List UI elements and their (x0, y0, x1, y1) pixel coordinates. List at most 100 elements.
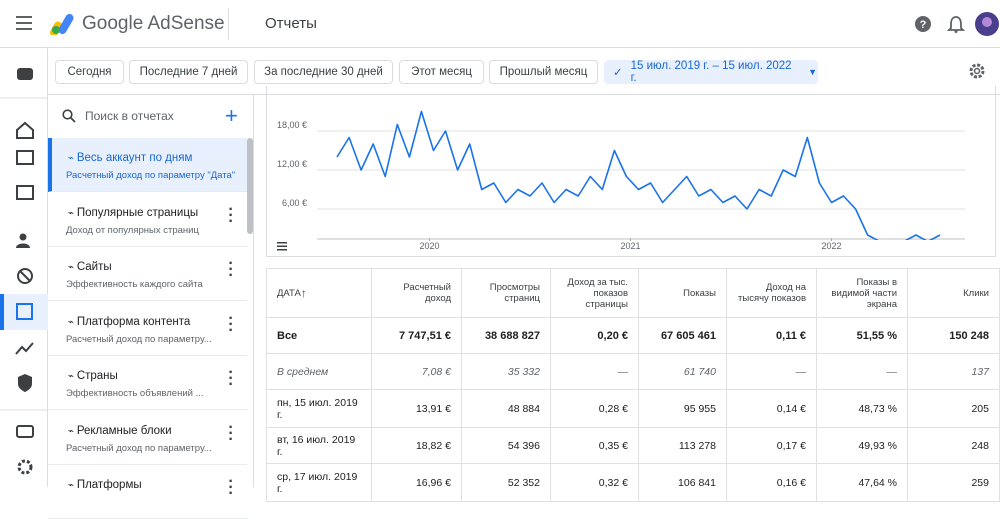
nav-icon[interactable] (15, 342, 34, 355)
date-filter[interactable]: За последние 30 дней (254, 60, 393, 84)
add-report[interactable]: + (225, 103, 238, 128)
report-title-text: Рекламные блоки (76, 424, 172, 437)
table-cell: 95 955 (639, 390, 727, 428)
column-header[interactable]: Доход на тысячу показов (727, 268, 817, 318)
nav-icon[interactable] (16, 150, 34, 165)
nav-rail (0, 48, 48, 487)
table-cell: 7 747,51 € (372, 318, 462, 354)
more-menu[interactable]: · · · (228, 418, 234, 448)
table-cell: Все (266, 318, 372, 354)
divider (228, 8, 229, 40)
report-icon: ⌁ (68, 153, 77, 164)
report-subtitle: Расчетный доход по параметру... (66, 442, 212, 454)
report-item[interactable]: ⌁ Платформы · · · (48, 465, 247, 519)
report-item[interactable]: ⌁ Рекламные блоки Расчетный доход по пара… (48, 411, 247, 465)
table-cell: 106 841 (639, 464, 727, 502)
table-cell: 0,28 € (551, 390, 639, 428)
nav-icon[interactable] (17, 268, 33, 284)
report-icon: ⌁ (68, 425, 77, 437)
page-title: Отчеты (265, 15, 317, 32)
report-item[interactable]: ⌁ Сайты Эффективность каждого сайта · · · (48, 247, 247, 301)
report-title-text: Сайты (76, 261, 112, 273)
column-header-text: Клики (963, 287, 989, 299)
table-cell: 51,55 % (817, 318, 908, 354)
column-header-text: Просмотры страниц (489, 282, 540, 304)
more-menu[interactable]: · · · (228, 473, 234, 502)
table-cell: 48 884 (462, 390, 551, 428)
chart-menu-icon[interactable] (277, 242, 287, 251)
report-item[interactable]: ⌁ Популярные страницы Доход от популярных… (48, 193, 247, 247)
divider (48, 94, 1000, 95)
table-cell: 49,93 % (817, 428, 908, 464)
column-header[interactable]: Клики (908, 268, 1000, 318)
date-filter[interactable]: Последние 7 дней (129, 60, 248, 84)
report-subtitle: Эффективность каждого сайта (66, 279, 203, 290)
date-filter[interactable]: Сегодня (55, 60, 124, 84)
table-cell: вт, 16 июл. 2019 г. (266, 428, 372, 464)
table-cell: 67 605 461 (639, 318, 727, 354)
column-header[interactable]: Показы в видимой части экрана (817, 268, 908, 318)
report-icon: ⌁ (68, 316, 77, 328)
settings-icon[interactable] (968, 62, 986, 80)
date-filter[interactable]: Этот месяц (399, 60, 484, 84)
column-header-text: Расчетный доход (403, 282, 451, 304)
report-title: ⌁ Сайты (68, 261, 112, 273)
y-tick-label: 12,00 € (277, 159, 307, 169)
more-menu[interactable]: · · · (228, 255, 234, 284)
report-title-text: Платформы (76, 479, 142, 491)
report-item[interactable]: ⌁ Платформа контента Расчетный доход по п… (48, 302, 247, 356)
chart-card (266, 86, 996, 257)
date-range: 15 июл. 2019 г. – 15 июл. 2022 г. (630, 60, 792, 84)
date-filter[interactable]: Прошлый месяц (489, 60, 598, 84)
report-title: ⌁ Страны (68, 370, 118, 382)
report-icon: ⌁ (68, 371, 77, 382)
more-menu[interactable]: · · · (228, 364, 234, 393)
report-item[interactable]: ⌁ Весь аккаунт по дням Расчетный доход по… (48, 138, 247, 192)
report-subtitle: Расчетный доход по параметру... (66, 333, 212, 345)
report-icon: ⌁ (68, 262, 77, 273)
nav-icon[interactable] (16, 425, 34, 438)
svg-text:?: ? (920, 19, 927, 31)
table-cell: 16,96 € (372, 464, 462, 502)
column-header[interactable]: Доход за тыс. показов страницы (551, 268, 639, 318)
more-menu[interactable]: · · · (228, 309, 234, 339)
more-menu[interactable]: · · · (228, 200, 234, 230)
nav-icon[interactable] (16, 185, 34, 200)
bell-icon[interactable] (947, 15, 965, 33)
nav-icon[interactable] (18, 374, 32, 392)
table-cell: 205 (908, 390, 1000, 428)
report-item[interactable]: ⌁ Страны Эффективность объявлений ... · · · (48, 356, 247, 410)
table-cell: — (551, 354, 639, 390)
table-cell: 150 248 (908, 318, 1000, 354)
column-header[interactable]: Просмотры страниц (462, 268, 551, 318)
column-header[interactable]: Показы (639, 268, 727, 318)
table-cell: 13,91 € (372, 390, 462, 428)
y-tick-label: 6,00 € (282, 198, 307, 208)
report-title-text: Популярные страницы (76, 206, 199, 219)
nav-icon[interactable] (19, 233, 27, 241)
help-icon[interactable]: ? (914, 15, 932, 33)
column-header-text: ДАТА (277, 287, 301, 299)
brand: Google AdSense (82, 13, 225, 34)
search-input[interactable]: Поиск в отчетах (85, 109, 174, 123)
avatar[interactable] (975, 12, 999, 36)
table-cell: 52 352 (462, 464, 551, 502)
nav-icon[interactable] (16, 303, 33, 320)
x-tick-label: 2021 (620, 241, 640, 251)
top-bar (0, 0, 1000, 48)
nav-icon[interactable] (17, 459, 33, 475)
report-title-text: Страны (76, 370, 118, 382)
chart: 6,00 € 12,00 € 18,00 € 2020 2021 2022 (277, 110, 965, 251)
x-tick-label: 2022 (821, 241, 841, 251)
column-header[interactable]: ДАТА ↑ (266, 268, 372, 318)
date-range-button[interactable]: ✓ 15 июл. 2019 г. – 15 июл. 2022 г. ▼ (604, 60, 818, 84)
report-subtitle: Эффективность объявлений ... (66, 388, 204, 399)
report-icon: ⌁ (68, 480, 77, 491)
column-header[interactable]: Расчетный доход (372, 268, 462, 318)
nav-icon[interactable] (17, 68, 33, 80)
report-sidebar (48, 95, 254, 487)
menu-icon[interactable] (16, 15, 34, 31)
nav-icon[interactable] (16, 121, 34, 139)
